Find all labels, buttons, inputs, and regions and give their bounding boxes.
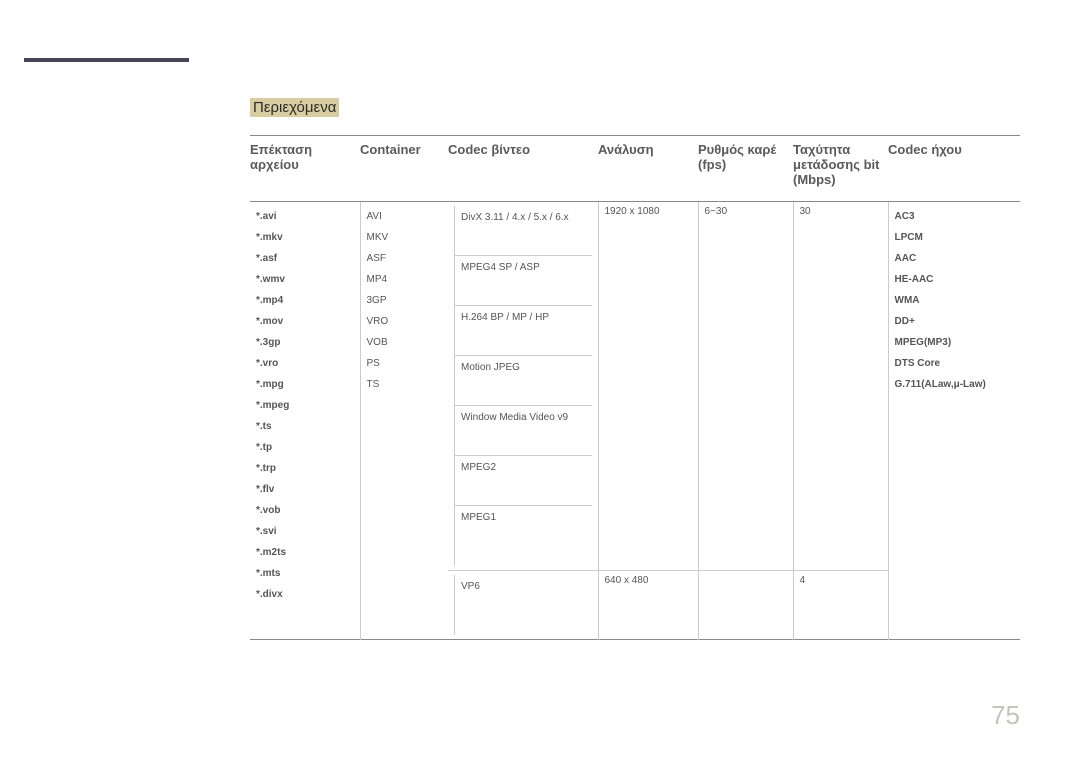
vcodec-item: MPEG2 xyxy=(454,456,592,506)
ext-item: *.mov xyxy=(256,311,354,332)
cell-bitrate-main: 30 xyxy=(793,202,888,571)
ext-item: *.wmv xyxy=(256,269,354,290)
th-acodec: Codec ήχου xyxy=(888,136,1020,202)
table-row-main: *.avi*.mkv*.asf*.wmv*.mp4*.mov*.3gp*.vro… xyxy=(250,202,1020,571)
acodec-item: LPCM xyxy=(895,227,1015,248)
ext-item: *.mpg xyxy=(256,374,354,395)
container-item: MP4 xyxy=(367,269,443,290)
cell-bitrate-vp6: 4 xyxy=(793,571,888,640)
th-vcodec: Codec βίντεο xyxy=(448,136,598,202)
ext-item: *.mp4 xyxy=(256,290,354,311)
th-fps: Ρυθμός καρέ (fps) xyxy=(698,136,793,202)
cell-fps-main: 6~30 xyxy=(698,202,793,571)
vcodec-item: Window Media Video v9 xyxy=(454,406,592,456)
vcodec-item: MPEG1 xyxy=(454,506,592,566)
ext-item: *.mts xyxy=(256,563,354,584)
acodec-item: AC3 xyxy=(895,206,1015,227)
vcodec-vp6: VP6 xyxy=(454,575,592,635)
container-item: TS xyxy=(367,374,443,395)
ext-item: *.vro xyxy=(256,353,354,374)
th-br: Ταχύτητα μετάδοσης bit (Mbps) xyxy=(793,136,888,202)
cell-fps-vp6 xyxy=(698,571,793,640)
ext-item: *.3gp xyxy=(256,332,354,353)
cell-containers: AVIMKVASFMP43GPVROVOBPSTS xyxy=(360,202,448,640)
acodec-item: AAC xyxy=(895,248,1015,269)
ext-item: *.m2ts xyxy=(256,542,354,563)
container-item: 3GP xyxy=(367,290,443,311)
cell-acodecs: AC3LPCMAACHE-AACWMADD+MPEG(MP3)DTS CoreG… xyxy=(888,202,1020,640)
cell-resolution-vp6: 640 x 480 xyxy=(598,571,698,640)
acodec-item: HE-AAC xyxy=(895,269,1015,290)
th-ext: Επέκταση αρχείου xyxy=(250,136,360,202)
page-number: 75 xyxy=(991,700,1020,731)
acodec-item: DTS Core xyxy=(895,353,1015,374)
ext-item: *.flv xyxy=(256,479,354,500)
acodec-item: G.711(ALaw,μ-Law) xyxy=(895,374,1015,395)
ext-item: *.avi xyxy=(256,206,354,227)
ext-item: *.divx xyxy=(256,584,354,605)
ext-item: *.ts xyxy=(256,416,354,437)
container-item: PS xyxy=(367,353,443,374)
cell-resolution-main: 1920 x 1080 xyxy=(598,202,698,571)
acodec-item: DD+ xyxy=(895,311,1015,332)
container-item: VOB xyxy=(367,332,443,353)
header-divider xyxy=(24,58,189,62)
section-label: Περιεχόμενα xyxy=(250,98,339,117)
acodec-item: MPEG(MP3) xyxy=(895,332,1015,353)
ext-item: *.trp xyxy=(256,458,354,479)
codec-table: Επέκταση αρχείου Container Codec βίντεο … xyxy=(250,135,1020,640)
container-item: ASF xyxy=(367,248,443,269)
vcodec-item: MPEG4 SP / ASP xyxy=(454,256,592,306)
container-item: VRO xyxy=(367,311,443,332)
vcodec-item: H.264 BP / MP / HP xyxy=(454,306,592,356)
ext-item: *.svi xyxy=(256,521,354,542)
container-item: AVI xyxy=(367,206,443,227)
cell-vcodecs: DivX 3.11 / 4.x / 5.x / 6.xMPEG4 SP / AS… xyxy=(448,202,598,571)
table-header-row: Επέκταση αρχείου Container Codec βίντεο … xyxy=(250,136,1020,202)
vcodec-item: DivX 3.11 / 4.x / 5.x / 6.x xyxy=(454,206,592,256)
th-container: Container xyxy=(360,136,448,202)
cell-vcodec-vp6: VP6 xyxy=(448,571,598,640)
cell-extensions: *.avi*.mkv*.asf*.wmv*.mp4*.mov*.3gp*.vro… xyxy=(250,202,360,640)
ext-item: *.mkv xyxy=(256,227,354,248)
th-res: Ανάλυση xyxy=(598,136,698,202)
ext-item: *.mpeg xyxy=(256,395,354,416)
acodec-item: WMA xyxy=(895,290,1015,311)
ext-item: *.asf xyxy=(256,248,354,269)
ext-item: *.tp xyxy=(256,437,354,458)
ext-item: *.vob xyxy=(256,500,354,521)
container-item: MKV xyxy=(367,227,443,248)
content-area: Περιεχόμενα Επέκταση αρχείου Container C… xyxy=(250,98,1020,640)
vcodec-item: Motion JPEG xyxy=(454,356,592,406)
